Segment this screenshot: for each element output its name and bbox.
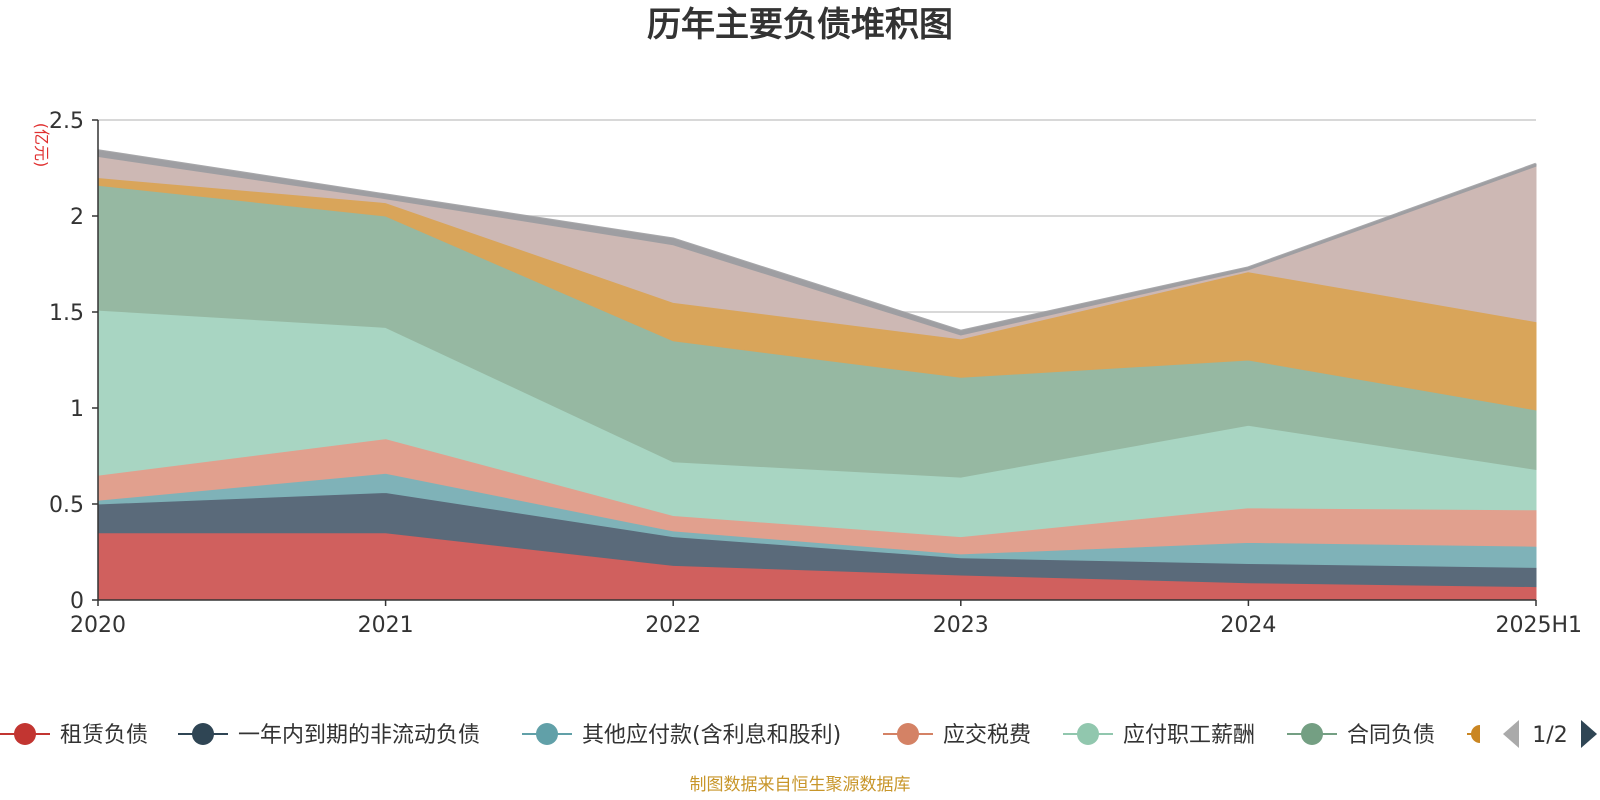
legend-marker bbox=[192, 723, 214, 745]
series-line-9 bbox=[97, 149, 1537, 333]
x-tick-label: 2022 bbox=[645, 613, 701, 638]
y-tick-label: 2 bbox=[70, 205, 84, 230]
legend-partial-marker bbox=[1471, 725, 1480, 743]
area-series bbox=[97, 149, 1537, 601]
legend-item[interactable]: 租赁负债 bbox=[0, 723, 148, 748]
legend-item[interactable]: 其他应付款(含利息和股利) bbox=[522, 723, 841, 748]
pager-prev-icon[interactable] bbox=[1503, 720, 1519, 748]
pager-label: 1/2 bbox=[1532, 723, 1567, 748]
legend-pager: 1/2 bbox=[1503, 720, 1597, 748]
legend-marker bbox=[14, 723, 36, 745]
chart-title: 历年主要负债堆积图 bbox=[647, 5, 953, 45]
legend-label: 其他应付款(含利息和股利) bbox=[582, 723, 841, 748]
y-tick-label: 0 bbox=[70, 589, 84, 614]
legend: 租赁负债 一年内到期的非流动负债 其他应付款(含利息和股利) 应交税费 应付职工薪酬 合同… bbox=[0, 723, 1480, 748]
x-tick-label: 2021 bbox=[358, 613, 414, 638]
pager-next-icon[interactable] bbox=[1581, 720, 1597, 748]
data-source-note: 制图数据来自恒生聚源数据库 bbox=[690, 775, 911, 795]
x-tick-label: 2025H1 bbox=[1495, 613, 1582, 638]
legend-item[interactable]: 应付职工薪酬 bbox=[1063, 723, 1255, 748]
x-tick-labels: 2020 2021 2022 2023 2024 2025H1 bbox=[70, 613, 1582, 638]
legend-marker bbox=[1077, 723, 1099, 745]
legend-label: 租赁负债 bbox=[60, 723, 148, 748]
y-tick-label: 1 bbox=[70, 397, 84, 422]
legend-marker bbox=[897, 723, 919, 745]
legend-marker bbox=[1301, 723, 1323, 745]
legend-item[interactable]: 合同负债 bbox=[1287, 723, 1435, 748]
legend-label: 应交税费 bbox=[943, 723, 1031, 748]
y-tick-label: 0.5 bbox=[49, 493, 84, 518]
y-tick-label: 1.5 bbox=[49, 301, 84, 326]
legend-label: 合同负债 bbox=[1347, 723, 1435, 748]
x-tick-label: 2020 bbox=[70, 613, 126, 638]
y-tick-label: 2.5 bbox=[49, 109, 84, 134]
x-tick-label: 2024 bbox=[1220, 613, 1276, 638]
legend-label: 一年内到期的非流动负债 bbox=[238, 723, 480, 748]
axes bbox=[92, 119, 1537, 606]
y-axis-unit: (亿元) bbox=[32, 123, 51, 168]
legend-item[interactable]: 一年内到期的非流动负债 bbox=[178, 723, 480, 748]
legend-label: 应付职工薪酬 bbox=[1123, 723, 1255, 748]
y-tick-labels: 0 0.5 1 1.5 2 2.5 bbox=[49, 109, 84, 614]
x-tick-label: 2023 bbox=[933, 613, 989, 638]
legend-marker bbox=[536, 723, 558, 745]
legend-item[interactable]: 应交税费 bbox=[883, 723, 1031, 748]
